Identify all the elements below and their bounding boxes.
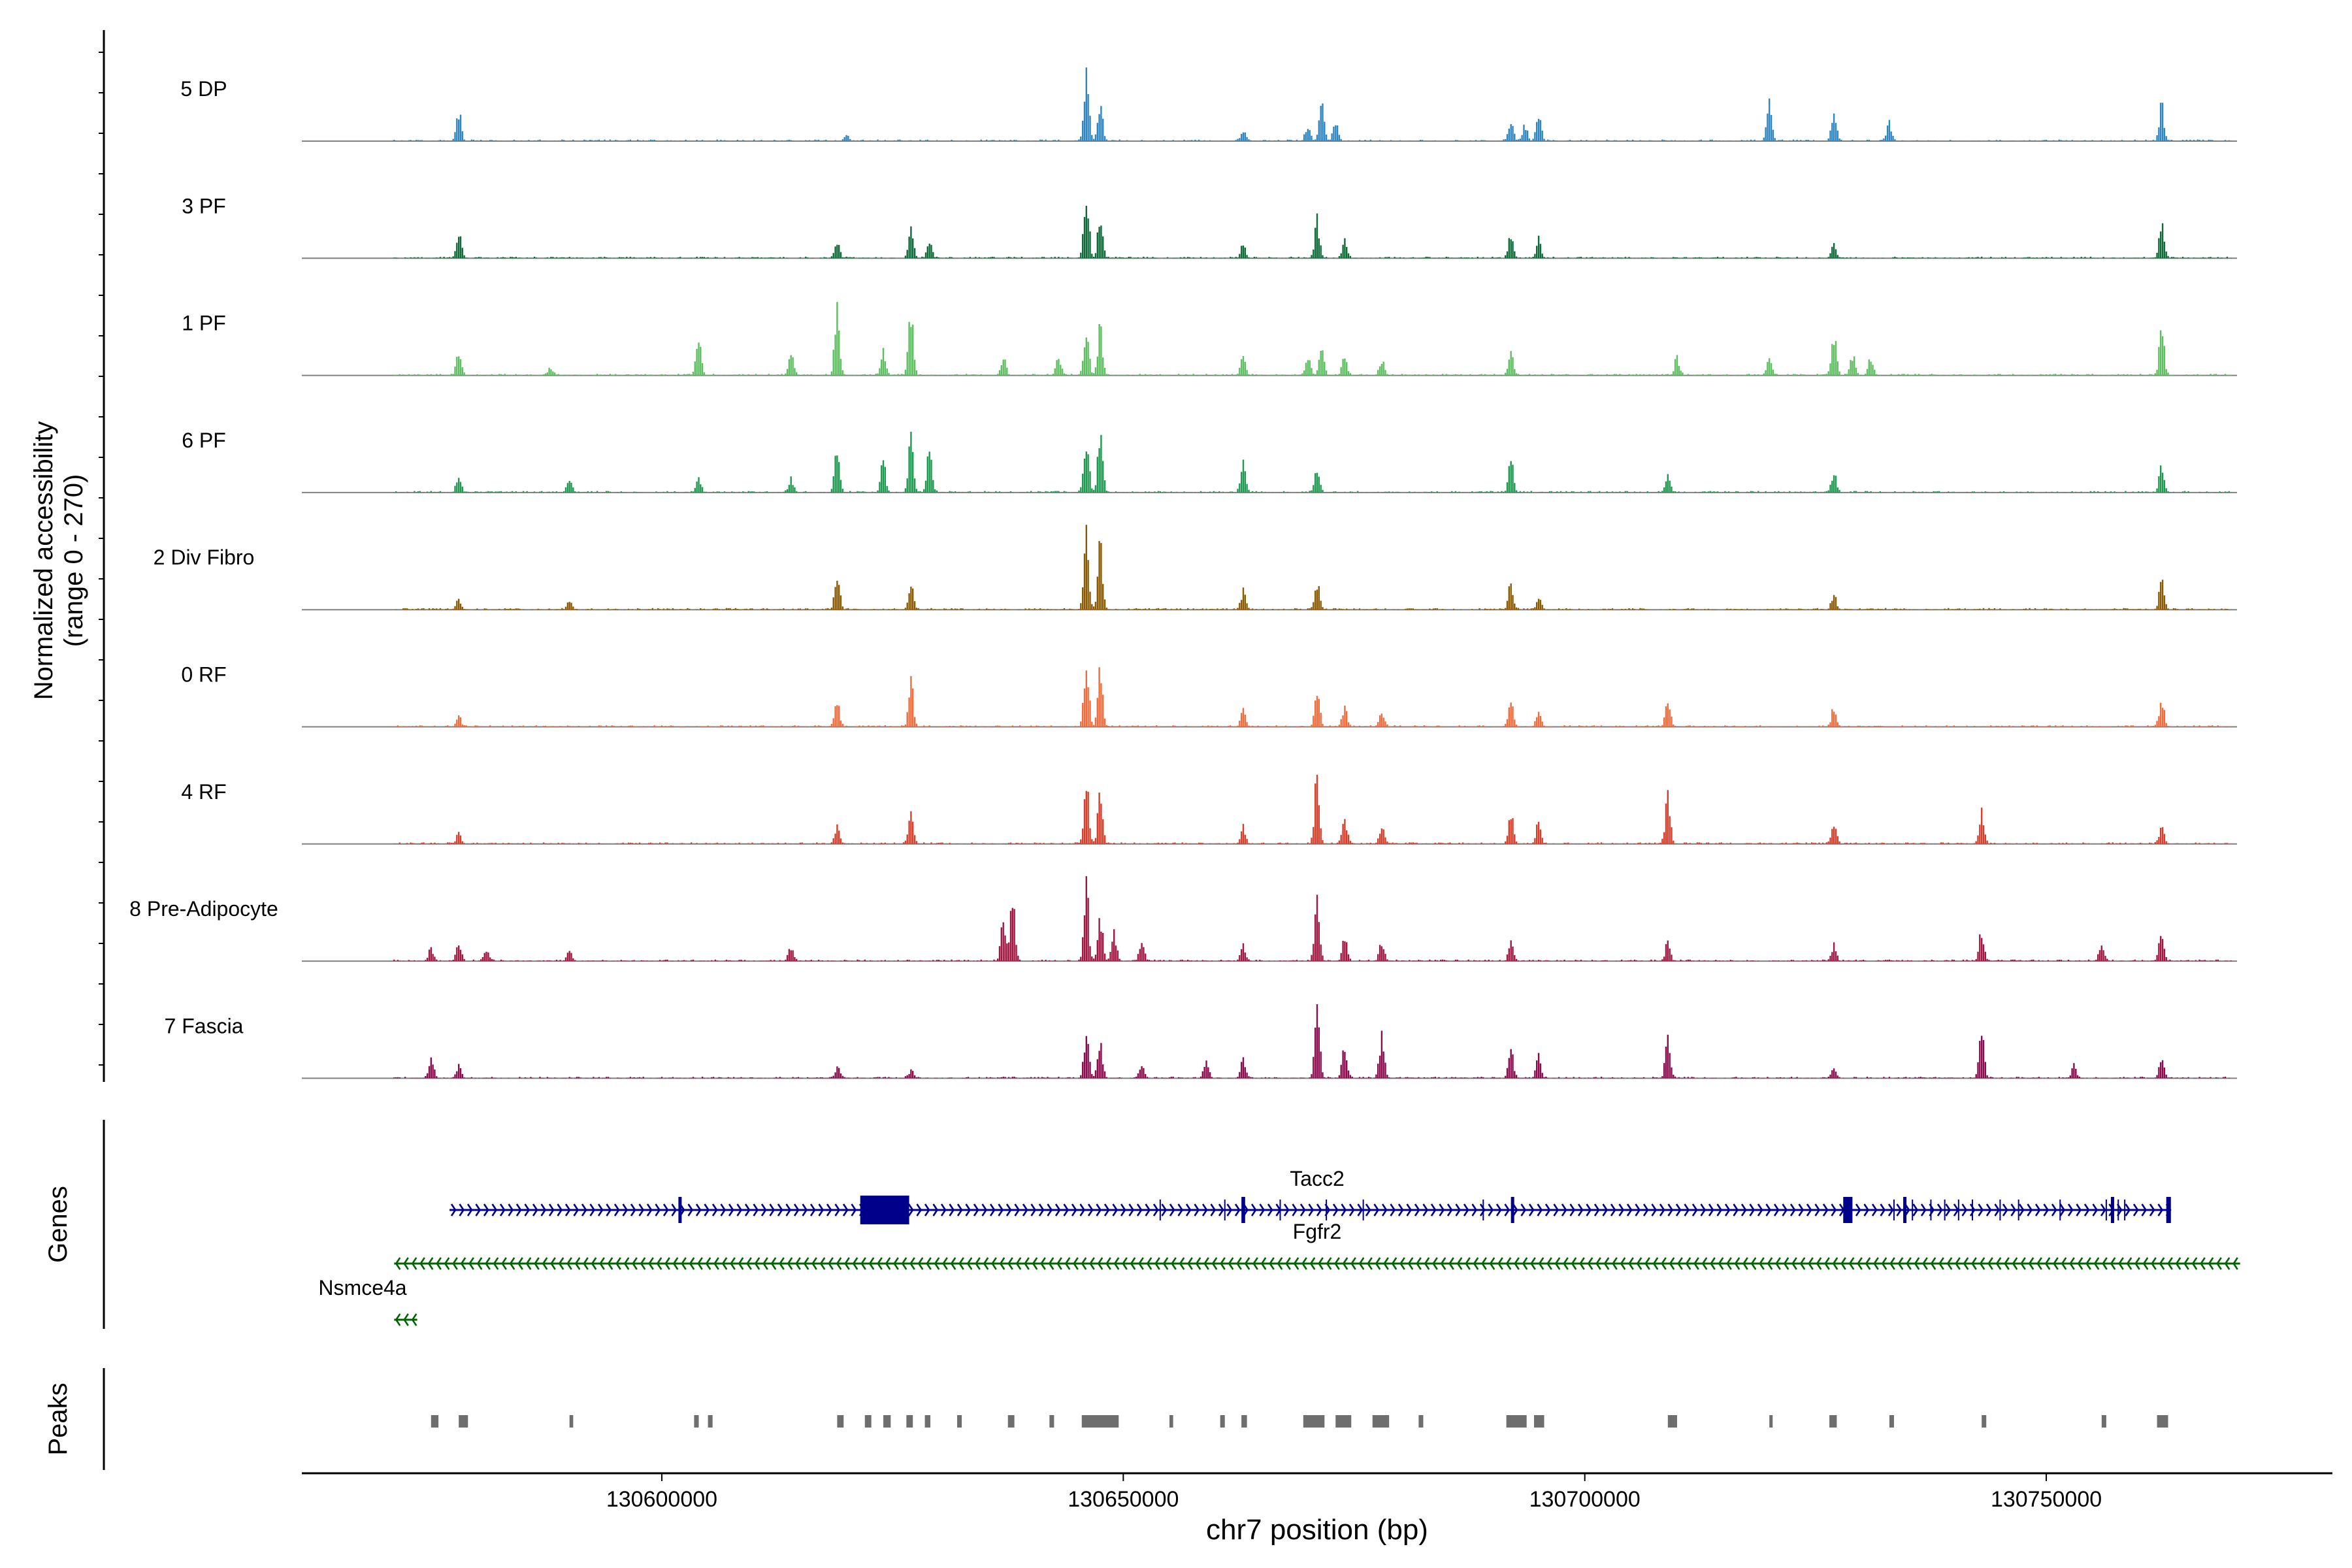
- gene-exon: [1903, 1197, 1907, 1223]
- coverage-track: 7 Fascia: [165, 1004, 2237, 1079]
- x-axis-tick-label: 130650000: [1068, 1487, 1179, 1512]
- coverage-tracks: 5 DP 3 PF 1 PF 6 PF 2 Div Fibro 0 RF 4 RF 8 Pre…: [129, 67, 2237, 1079]
- peak-region: [957, 1415, 962, 1428]
- genes-panel-label: Genes: [44, 1186, 73, 1263]
- gene-tacc2: Tacc2: [449, 1167, 2172, 1224]
- coverage-track: 4 RF: [181, 774, 2237, 845]
- peak-region: [459, 1415, 468, 1428]
- gene-exon: [2166, 1197, 2171, 1223]
- coverage-signal: [393, 302, 2232, 376]
- peak-region: [1829, 1415, 1837, 1428]
- peak-region: [1081, 1415, 1119, 1428]
- x-axis-title: chr7 position (bp): [1206, 1514, 1428, 1546]
- peak-region: [1533, 1415, 1544, 1428]
- coverage-signal: [393, 431, 2230, 493]
- peak-region: [569, 1415, 574, 1428]
- coverage-track: 8 Pre-Adipocyte: [129, 876, 2237, 962]
- track-label: 0 RF: [181, 663, 226, 687]
- track-label: 2 Div Fibro: [154, 546, 255, 569]
- y-axis-title-line1: Normalized accessibility: [29, 421, 58, 700]
- peak-region: [1889, 1415, 1894, 1428]
- coverage-signal: [393, 774, 2229, 844]
- x-axis-ticks: 130600000 130650000 130700000 130750000: [606, 1473, 2102, 1512]
- gene-exon: [1843, 1197, 1853, 1223]
- peak-region: [431, 1415, 439, 1428]
- coverage-track: 1 PF: [182, 302, 2237, 376]
- peak-region: [1169, 1415, 1173, 1428]
- track-label: 1 PF: [182, 312, 226, 335]
- peak-region: [2157, 1415, 2168, 1428]
- gene-exon: [1241, 1197, 1245, 1223]
- gene-fgfr2: Fgfr2: [394, 1220, 2240, 1270]
- peak-region: [708, 1415, 713, 1428]
- coverage-track: 6 PF: [182, 429, 2237, 493]
- coverage-signal: [393, 1004, 2230, 1079]
- track-label: 6 PF: [182, 429, 226, 452]
- strand-chevrons: [395, 1257, 2238, 1270]
- peaks-panel-label: Peaks: [44, 1382, 73, 1455]
- track-label: 3 PF: [182, 194, 226, 218]
- coverage-track: 0 RF: [181, 663, 2237, 728]
- peak-region: [1982, 1415, 1987, 1428]
- coverage-signal: [393, 206, 2232, 259]
- peak-region: [1667, 1415, 1677, 1428]
- peak-region: [1372, 1415, 1390, 1428]
- genes-panel: Tacc2 Fgfr2 Nsmce4a: [318, 1167, 2240, 1326]
- peak-region: [694, 1415, 699, 1428]
- gene-exon: [2110, 1197, 2114, 1223]
- x-axis-tick-label: 130600000: [606, 1487, 717, 1512]
- peak-region: [883, 1415, 891, 1428]
- strand-chevrons: [395, 1313, 417, 1326]
- peaks-panel: [431, 1415, 2168, 1428]
- coverage-signal: [393, 876, 2232, 962]
- gene-exon: [1511, 1197, 1514, 1223]
- gene-label: Tacc2: [1290, 1167, 1345, 1190]
- track-label: 8 Pre-Adipocyte: [129, 897, 278, 921]
- gene-label: Nsmce4a: [318, 1276, 406, 1299]
- coverage-signal: [393, 667, 2230, 727]
- gene-nsmce4a: Nsmce4a: [318, 1276, 417, 1326]
- y-axis-title: Normalized accessibility (range 0 - 270): [29, 421, 88, 700]
- peak-region: [1769, 1415, 1773, 1428]
- strand-chevrons: [450, 1203, 2172, 1217]
- peak-region: [1418, 1415, 1424, 1428]
- peak-region: [837, 1415, 844, 1428]
- x-axis-tick-label: 130750000: [1991, 1487, 2102, 1512]
- peak-region: [1335, 1415, 1352, 1428]
- coverage-track: 3 PF: [182, 194, 2237, 259]
- gene-exon: [860, 1196, 909, 1224]
- peak-region: [1220, 1415, 1225, 1428]
- peak-region: [1303, 1415, 1325, 1428]
- peak-region: [1007, 1415, 1015, 1428]
- peak-region: [1506, 1415, 1527, 1428]
- peak-region: [924, 1415, 931, 1428]
- peak-region: [864, 1415, 872, 1428]
- peak-region: [1049, 1415, 1054, 1428]
- coverage-track: 2 Div Fibro: [154, 525, 2237, 611]
- peak-region: [2101, 1415, 2106, 1428]
- track-label: 4 RF: [181, 780, 226, 804]
- peak-region: [1241, 1415, 1247, 1428]
- coverage-y-axis-ticks: [99, 52, 104, 1066]
- y-axis-title-line2: (range 0 - 270): [59, 474, 88, 647]
- coverage-track: 5 DP: [180, 67, 2237, 142]
- coverage-signal: [395, 525, 2229, 610]
- coverage-signal: [393, 67, 2232, 141]
- track-label: 7 Fascia: [165, 1014, 244, 1037]
- gene-label: Fgfr2: [1293, 1220, 1342, 1243]
- peak-region: [906, 1415, 913, 1428]
- track-label: 5 DP: [180, 77, 227, 101]
- gene-exon: [678, 1197, 682, 1223]
- x-axis-tick-label: 130700000: [1529, 1487, 1641, 1512]
